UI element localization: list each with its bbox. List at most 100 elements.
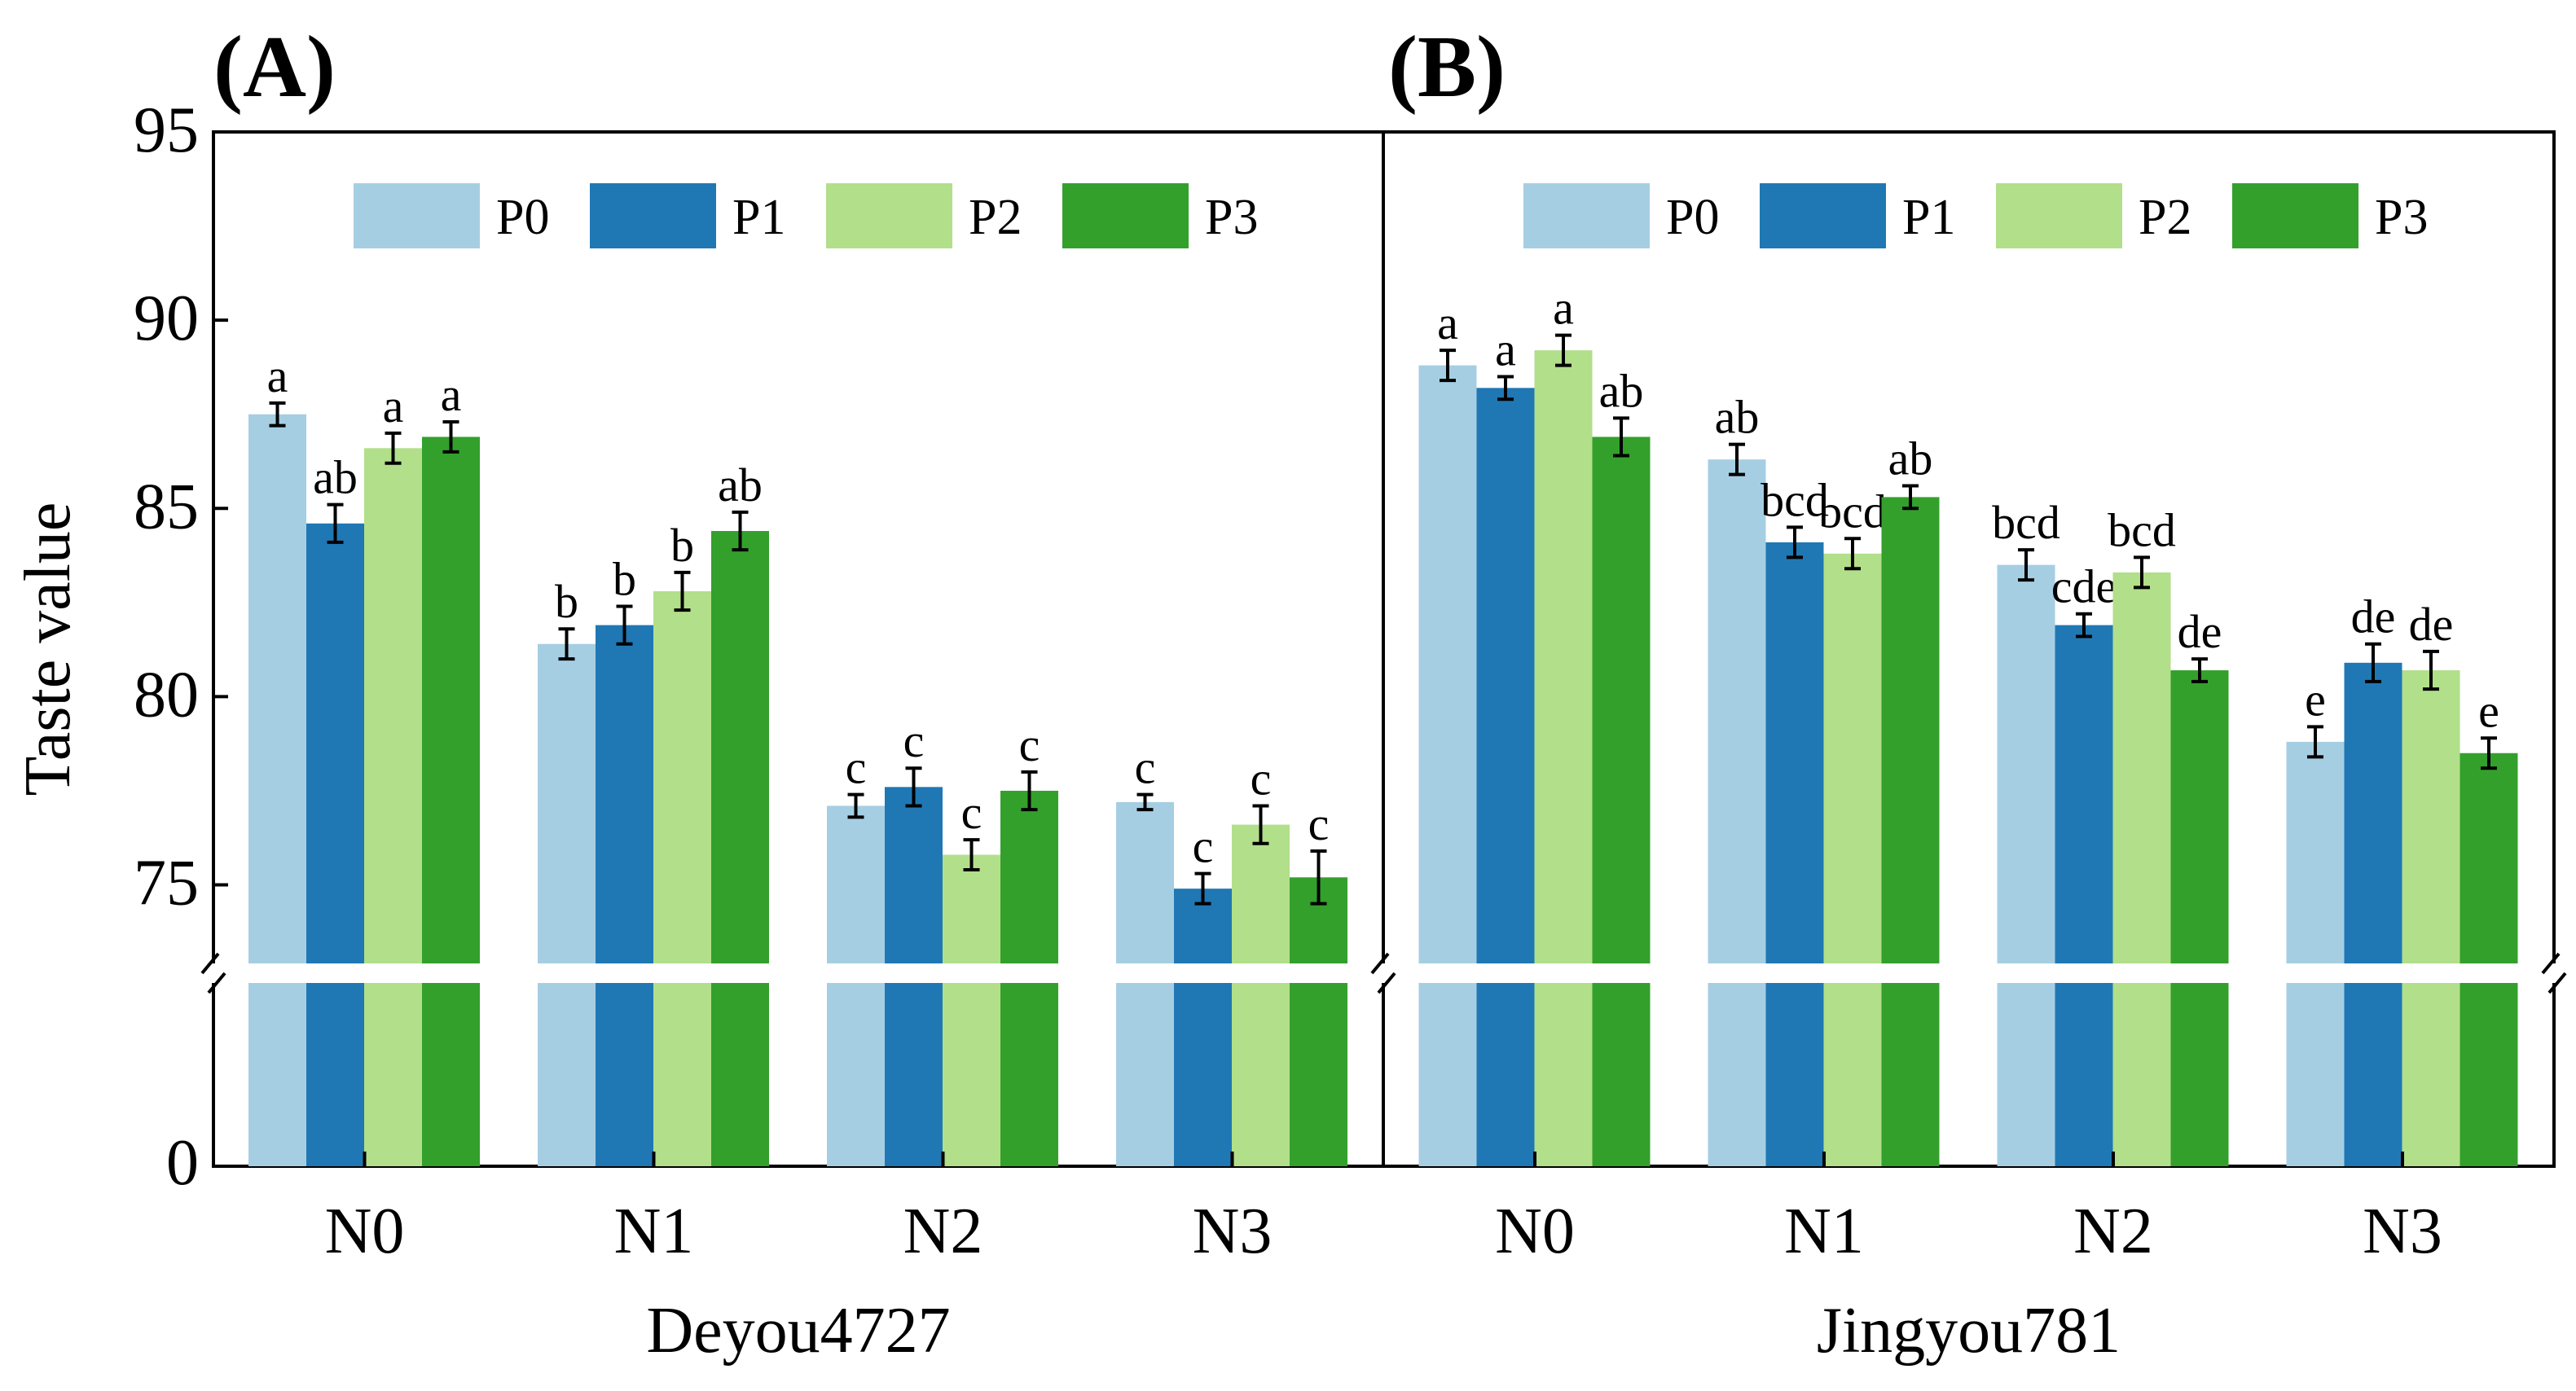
x-tick-label-1-N2: N2 bbox=[2073, 1196, 2153, 1267]
bar-0-N1-P3 bbox=[711, 531, 769, 1166]
break-mark-bot-1 bbox=[1377, 972, 1396, 994]
bar-0-N0-P3 bbox=[422, 437, 480, 1166]
legend-swatch-P2-1 bbox=[1996, 183, 2122, 248]
sig-letter-1-N0-P3: ab bbox=[1599, 364, 1644, 417]
x-tick-label-0-N0: N0 bbox=[325, 1196, 405, 1267]
break-mark-bot-2 bbox=[2547, 972, 2567, 994]
bar-0-N3-P3 bbox=[1290, 877, 1347, 1166]
legend-swatch-P1-1 bbox=[1760, 183, 1886, 248]
bar-0-N1-P2 bbox=[653, 590, 711, 1166]
sig-letter-0-N3-P3: c bbox=[1308, 797, 1330, 850]
bar-1-N0-P3 bbox=[1592, 437, 1651, 1166]
bar-1-N3-P2 bbox=[2402, 670, 2460, 1166]
break-mark-bot-0 bbox=[207, 972, 226, 994]
sig-letter-1-N3-P1: de bbox=[2351, 590, 2396, 643]
bar-0-N3-P1 bbox=[1174, 889, 1232, 1166]
x-tick-label-1-N3: N3 bbox=[2363, 1196, 2442, 1267]
bar-1-N3-P1 bbox=[2344, 662, 2402, 1166]
x-tick-label-0-N1: N1 bbox=[614, 1196, 694, 1267]
sig-letter-0-N1-P2: b bbox=[670, 519, 694, 572]
sig-letter-0-N2-P3: c bbox=[1019, 718, 1040, 771]
sig-letter-1-N0-P0: a bbox=[1437, 296, 1458, 349]
x-axis-title-1: Jingyou781 bbox=[1817, 1295, 2121, 1367]
break-mark-top-0 bbox=[200, 952, 220, 975]
bar-1-N1-P1 bbox=[1765, 542, 1824, 1166]
bar-1-N1-P0 bbox=[1708, 459, 1766, 1166]
bar-0-N0-P1 bbox=[306, 523, 364, 1166]
sig-letter-1-N1-P3: ab bbox=[1888, 432, 1933, 485]
bar-0-N2-P0 bbox=[827, 805, 885, 1166]
legend-label-P2-0: P2 bbox=[969, 190, 1022, 245]
bar-1-N1-P2 bbox=[1823, 553, 1882, 1166]
sig-letter-0-N0-P3: a bbox=[441, 368, 462, 421]
panel-label-0: (A) bbox=[213, 19, 336, 116]
sig-letter-0-N3-P1: c bbox=[1193, 820, 1214, 873]
x-tick-label-1-N0: N0 bbox=[1495, 1196, 1575, 1267]
sig-letter-1-N0-P2: a bbox=[1553, 282, 1574, 335]
legend-label-P1-1: P1 bbox=[1902, 190, 1955, 245]
x-tick-label-1-N1: N1 bbox=[1784, 1196, 1864, 1267]
bar-0-N3-P0 bbox=[1116, 801, 1174, 1166]
bar-0-N1-P0 bbox=[538, 643, 596, 1166]
bar-1-N2-P0 bbox=[1997, 564, 2055, 1166]
y-tick-label-85: 85 bbox=[134, 471, 199, 542]
break-mark-top-2 bbox=[2541, 952, 2561, 975]
legend-swatch-P3-0 bbox=[1062, 183, 1189, 248]
legend-swatch-P1-0 bbox=[590, 183, 716, 248]
y-tick-label-0: 0 bbox=[166, 1127, 199, 1199]
bar-1-N0-P1 bbox=[1476, 388, 1535, 1166]
bar-0-N1-P1 bbox=[596, 625, 653, 1166]
sig-letter-1-N2-P0: bcd bbox=[1992, 496, 2060, 549]
sig-letter-0-N2-P2: c bbox=[961, 786, 982, 839]
legend-label-P1-0: P1 bbox=[732, 190, 785, 245]
x-axis-title-0: Deyou4727 bbox=[646, 1295, 950, 1367]
sig-letter-1-N3-P0: e bbox=[2305, 673, 2326, 726]
y-tick-label-75: 75 bbox=[134, 848, 199, 919]
sig-letter-0-N1-P3: ab bbox=[718, 459, 763, 511]
legend-label-P0-0: P0 bbox=[496, 190, 549, 245]
bar-1-N3-P3 bbox=[2460, 753, 2518, 1166]
bar-1-N0-P0 bbox=[1418, 365, 1477, 1166]
legend-label-P3-0: P3 bbox=[1205, 190, 1258, 245]
sig-letter-0-N0-P2: a bbox=[383, 380, 404, 432]
sig-letter-1-N1-P1: bcd bbox=[1761, 473, 1829, 526]
bar-0-N3-P2 bbox=[1232, 824, 1290, 1166]
sig-letter-0-N1-P0: b bbox=[555, 575, 578, 628]
x-tick-label-0-N3: N3 bbox=[1193, 1196, 1273, 1267]
legend-swatch-P2-0 bbox=[826, 183, 952, 248]
bar-1-N3-P0 bbox=[2286, 741, 2345, 1166]
bar-0-N2-P2 bbox=[943, 854, 1000, 1166]
bar-1-N2-P3 bbox=[2170, 670, 2229, 1166]
y-tick-label-95: 95 bbox=[134, 94, 199, 166]
sig-letter-1-N1-P0: ab bbox=[1715, 391, 1760, 444]
y-tick-label-80: 80 bbox=[134, 659, 199, 731]
legend-swatch-P0-1 bbox=[1523, 183, 1650, 248]
y-tick-label-90: 90 bbox=[134, 283, 199, 354]
sig-letter-1-N3-P3: e bbox=[2478, 684, 2499, 737]
legend-swatch-P3-1 bbox=[2232, 183, 2358, 248]
break-mark-top-1 bbox=[1370, 952, 1390, 975]
sig-letter-0-N0-P0: a bbox=[267, 349, 288, 402]
sig-letter-0-N0-P1: ab bbox=[313, 451, 358, 504]
sig-letter-0-N2-P1: c bbox=[903, 714, 925, 767]
legend-swatch-P0-0 bbox=[354, 183, 480, 248]
sig-letter-0-N1-P1: b bbox=[613, 552, 636, 605]
legend-label-P3-1: P3 bbox=[2375, 190, 2428, 245]
legend-label-P2-1: P2 bbox=[2139, 190, 2191, 245]
sig-letter-1-N2-P1: cde bbox=[2051, 560, 2117, 613]
bar-0-N0-P2 bbox=[364, 448, 422, 1166]
sig-letter-0-N2-P0: c bbox=[846, 741, 867, 794]
sig-letter-0-N3-P2: c bbox=[1251, 752, 1272, 805]
bar-0-N0-P0 bbox=[248, 414, 306, 1166]
panel-label-1: (B) bbox=[1388, 19, 1506, 116]
axis-break-gap bbox=[0, 963, 2576, 983]
bar-1-N2-P2 bbox=[2112, 572, 2171, 1166]
bar-1-N0-P2 bbox=[1534, 350, 1593, 1167]
sig-letter-1-N2-P3: de bbox=[2178, 605, 2222, 658]
sig-letter-1-N3-P2: de bbox=[2409, 598, 2454, 651]
bar-1-N1-P3 bbox=[1881, 497, 1940, 1166]
y-axis-title: Taste value bbox=[12, 502, 84, 796]
x-tick-label-0-N2: N2 bbox=[903, 1196, 983, 1267]
sig-letter-1-N0-P1: a bbox=[1495, 323, 1516, 375]
